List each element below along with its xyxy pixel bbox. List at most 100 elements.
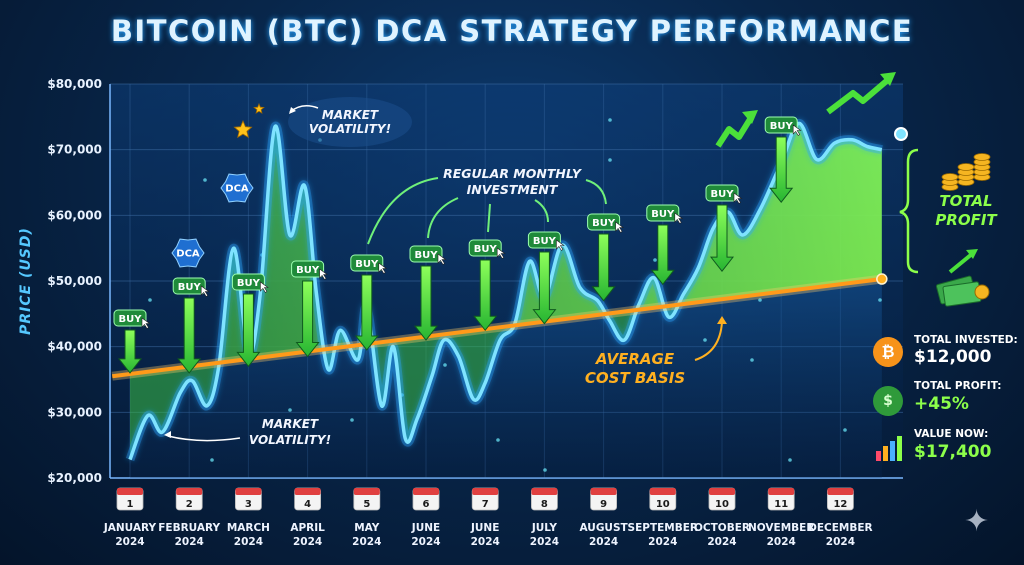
buy-label: BUY [237,278,261,289]
month-year: 2024 [530,536,559,548]
calendar-number: 3 [245,499,252,510]
calendar-number: 8 [541,499,548,510]
glow-dot [788,458,792,462]
buy-badge [764,116,798,134]
annotation-arrow [694,321,723,361]
calendar-number: 7 [482,499,489,510]
dca-badge: DCA [171,238,205,268]
month-tick: 12 DECEMBER 2024 [808,487,873,548]
month-name: OCTOBER [694,522,750,534]
month-name: MARCH [227,522,270,534]
month-year: 2024 [826,536,855,548]
buy-badge [468,239,502,257]
buy-marker: BUY [468,239,506,332]
calendar-number: 10 [715,499,729,510]
annotation-line: COST BASIS [585,369,685,387]
buy-label: BUY [711,189,735,200]
dca-badge-label: DCA [225,184,249,195]
dca-badge-shape [171,238,205,268]
month-name: AUGUST [579,522,628,534]
buy-badge [587,213,621,231]
buy-label: BUY [296,265,320,276]
annotation-arrow [427,197,459,239]
month-tick: 1 JANUARY 2024 [103,487,157,548]
month-year: 2024 [411,536,440,548]
buy-arrow [709,204,735,272]
annotation-line: MARKET [262,417,319,431]
cloud-shape [288,97,412,147]
annotation-line: PROFIT [935,211,998,229]
value-now-value: $17,400 [914,442,992,462]
buy-marker: BUY [231,273,269,368]
month-name: JUNE [411,522,440,534]
x-axis: 1 JANUARY 2024 2 FEBRUARY 2024 3 MARCH 2024 4 APRI… [103,487,873,548]
glow-dot [203,178,207,182]
month-year: 2024 [471,536,500,548]
cursor-icon [556,239,565,251]
buy-arrow [354,274,379,351]
buy-marker: BUY [409,245,447,341]
buy-marker: BUY [646,204,684,286]
bar-chart-icon [873,433,903,463]
buy-marker: BUY [705,184,743,272]
annotation-arrow [367,177,439,245]
price-area-fill [130,123,882,478]
month-year: 2024 [589,536,618,548]
cost-basis-line [111,277,883,379]
buy-arrow [650,224,675,286]
glow-dot [148,298,152,302]
coin-stack-icon [941,153,991,191]
cursor-icon [792,124,802,136]
glow-dot [543,468,547,472]
buy-marker: BUY [350,254,388,351]
buy-label: BUY [533,236,557,247]
buy-badge [705,184,739,202]
cursor-icon [378,262,388,274]
glow-dot [758,298,762,302]
buy-badge [409,245,443,263]
annotation-arrow [167,435,241,442]
total-invested-value: $12,000 [914,347,992,367]
month-tick: 4 APRIL 2024 [290,487,325,548]
value-now-label: VALUE NOW: [914,428,989,440]
month-name: JUNE [470,522,499,534]
profit-brace [899,148,919,274]
sparkle-icon: ✦ [964,504,990,539]
buy-marker: BUY [527,231,565,325]
cursor-icon [200,285,210,297]
buy-arrow [591,233,616,302]
month-tick: 3 MARCH 2024 [227,487,270,548]
buy-badge [113,309,147,327]
stats-panel: ₿ TOTAL INVESTED: $12,000 $ TOTAL PROFIT… [870,330,1020,470]
month-name: MAY [354,522,380,534]
trend-up-icon [715,110,758,148]
month-tick: 2 FEBRUARY 2024 [158,487,221,548]
calendar-number: 4 [304,499,311,510]
glow-dot [443,363,447,367]
glow-dot [350,418,354,422]
y-axis: $80,000 $70,000 $60,000 $50,000 $40,000 $30,0… [18,77,102,485]
buy-markers: BUY BUY BUY BUY BUY BUY BUY BUY BUY BUY BUY BUY [113,116,802,374]
cursor-icon [674,212,684,224]
buy-arrow [769,136,794,204]
y-tick-label: $80,000 [47,77,102,91]
y-tick-label: $30,000 [47,405,102,419]
buy-arrow [117,329,143,374]
month-tick: 10 SEPTEMBER 2024 [628,487,698,548]
cursor-icon [733,192,743,204]
cursor-icon [615,221,625,233]
buy-marker: BUY [172,277,210,374]
annotation-arrow [487,203,491,233]
calendar-number: 9 [600,499,607,510]
glow-dot [750,358,754,362]
month-year: 2024 [293,536,322,548]
month-tick: 5 MAY 2024 [352,487,381,548]
month-year: 2024 [707,536,736,548]
buy-arrow [532,251,557,325]
month-year: 2024 [115,536,144,548]
annotation-line: REGULAR MONTHLY [443,166,583,181]
